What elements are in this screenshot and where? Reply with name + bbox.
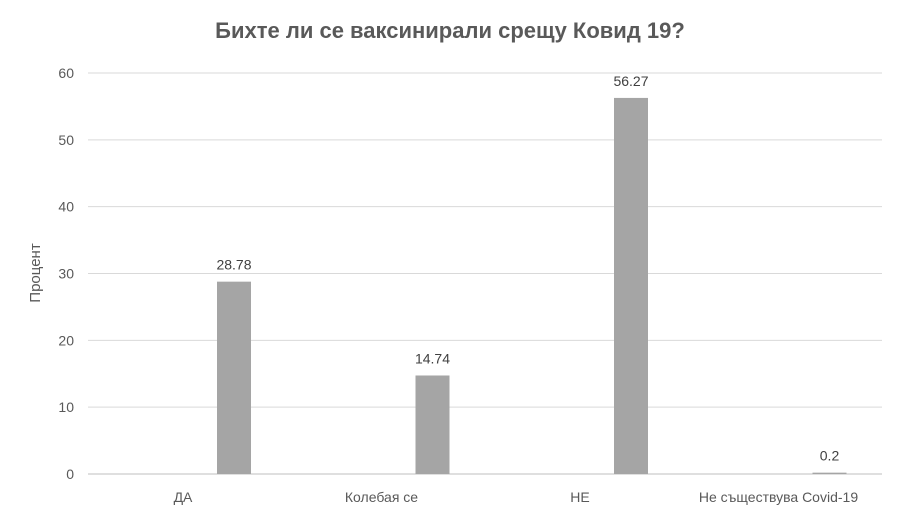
- x-tick-label: НЕ: [570, 489, 589, 505]
- x-tick-label: Не съществува Covid-19: [699, 489, 858, 505]
- bar: [415, 375, 450, 474]
- y-axis-label: Процент: [27, 243, 44, 303]
- y-tick-label: 0: [66, 466, 74, 482]
- data-labels: 28.78 14.74 56.27 0.2: [216, 73, 839, 464]
- y-tick-label: 10: [58, 399, 74, 415]
- data-label: 14.74: [415, 350, 450, 366]
- chart-title: Бихте ли се ваксинирали срещу Ковид 19?: [215, 18, 685, 43]
- gridlines: [88, 72, 882, 475]
- y-tick-label: 60: [58, 65, 74, 81]
- y-tick-label: 30: [58, 266, 74, 282]
- x-axis-ticks: ДА Колебая се НЕ Не съществува Covid-19: [174, 489, 859, 505]
- bars: [217, 97, 847, 474]
- bar: [812, 472, 847, 474]
- bar: [217, 281, 251, 474]
- x-tick-label: Колебая се: [345, 489, 418, 505]
- data-label: 28.78: [216, 257, 251, 273]
- x-tick-label: ДА: [174, 489, 193, 505]
- y-tick-label: 20: [58, 332, 74, 348]
- data-label: 0.2: [820, 448, 840, 464]
- y-tick-label: 40: [58, 199, 74, 215]
- data-label: 56.27: [613, 73, 648, 89]
- y-tick-label: 50: [58, 132, 74, 148]
- y-axis-ticks: 0 10 20 30 40 50 60: [58, 65, 74, 482]
- bar: [614, 97, 648, 474]
